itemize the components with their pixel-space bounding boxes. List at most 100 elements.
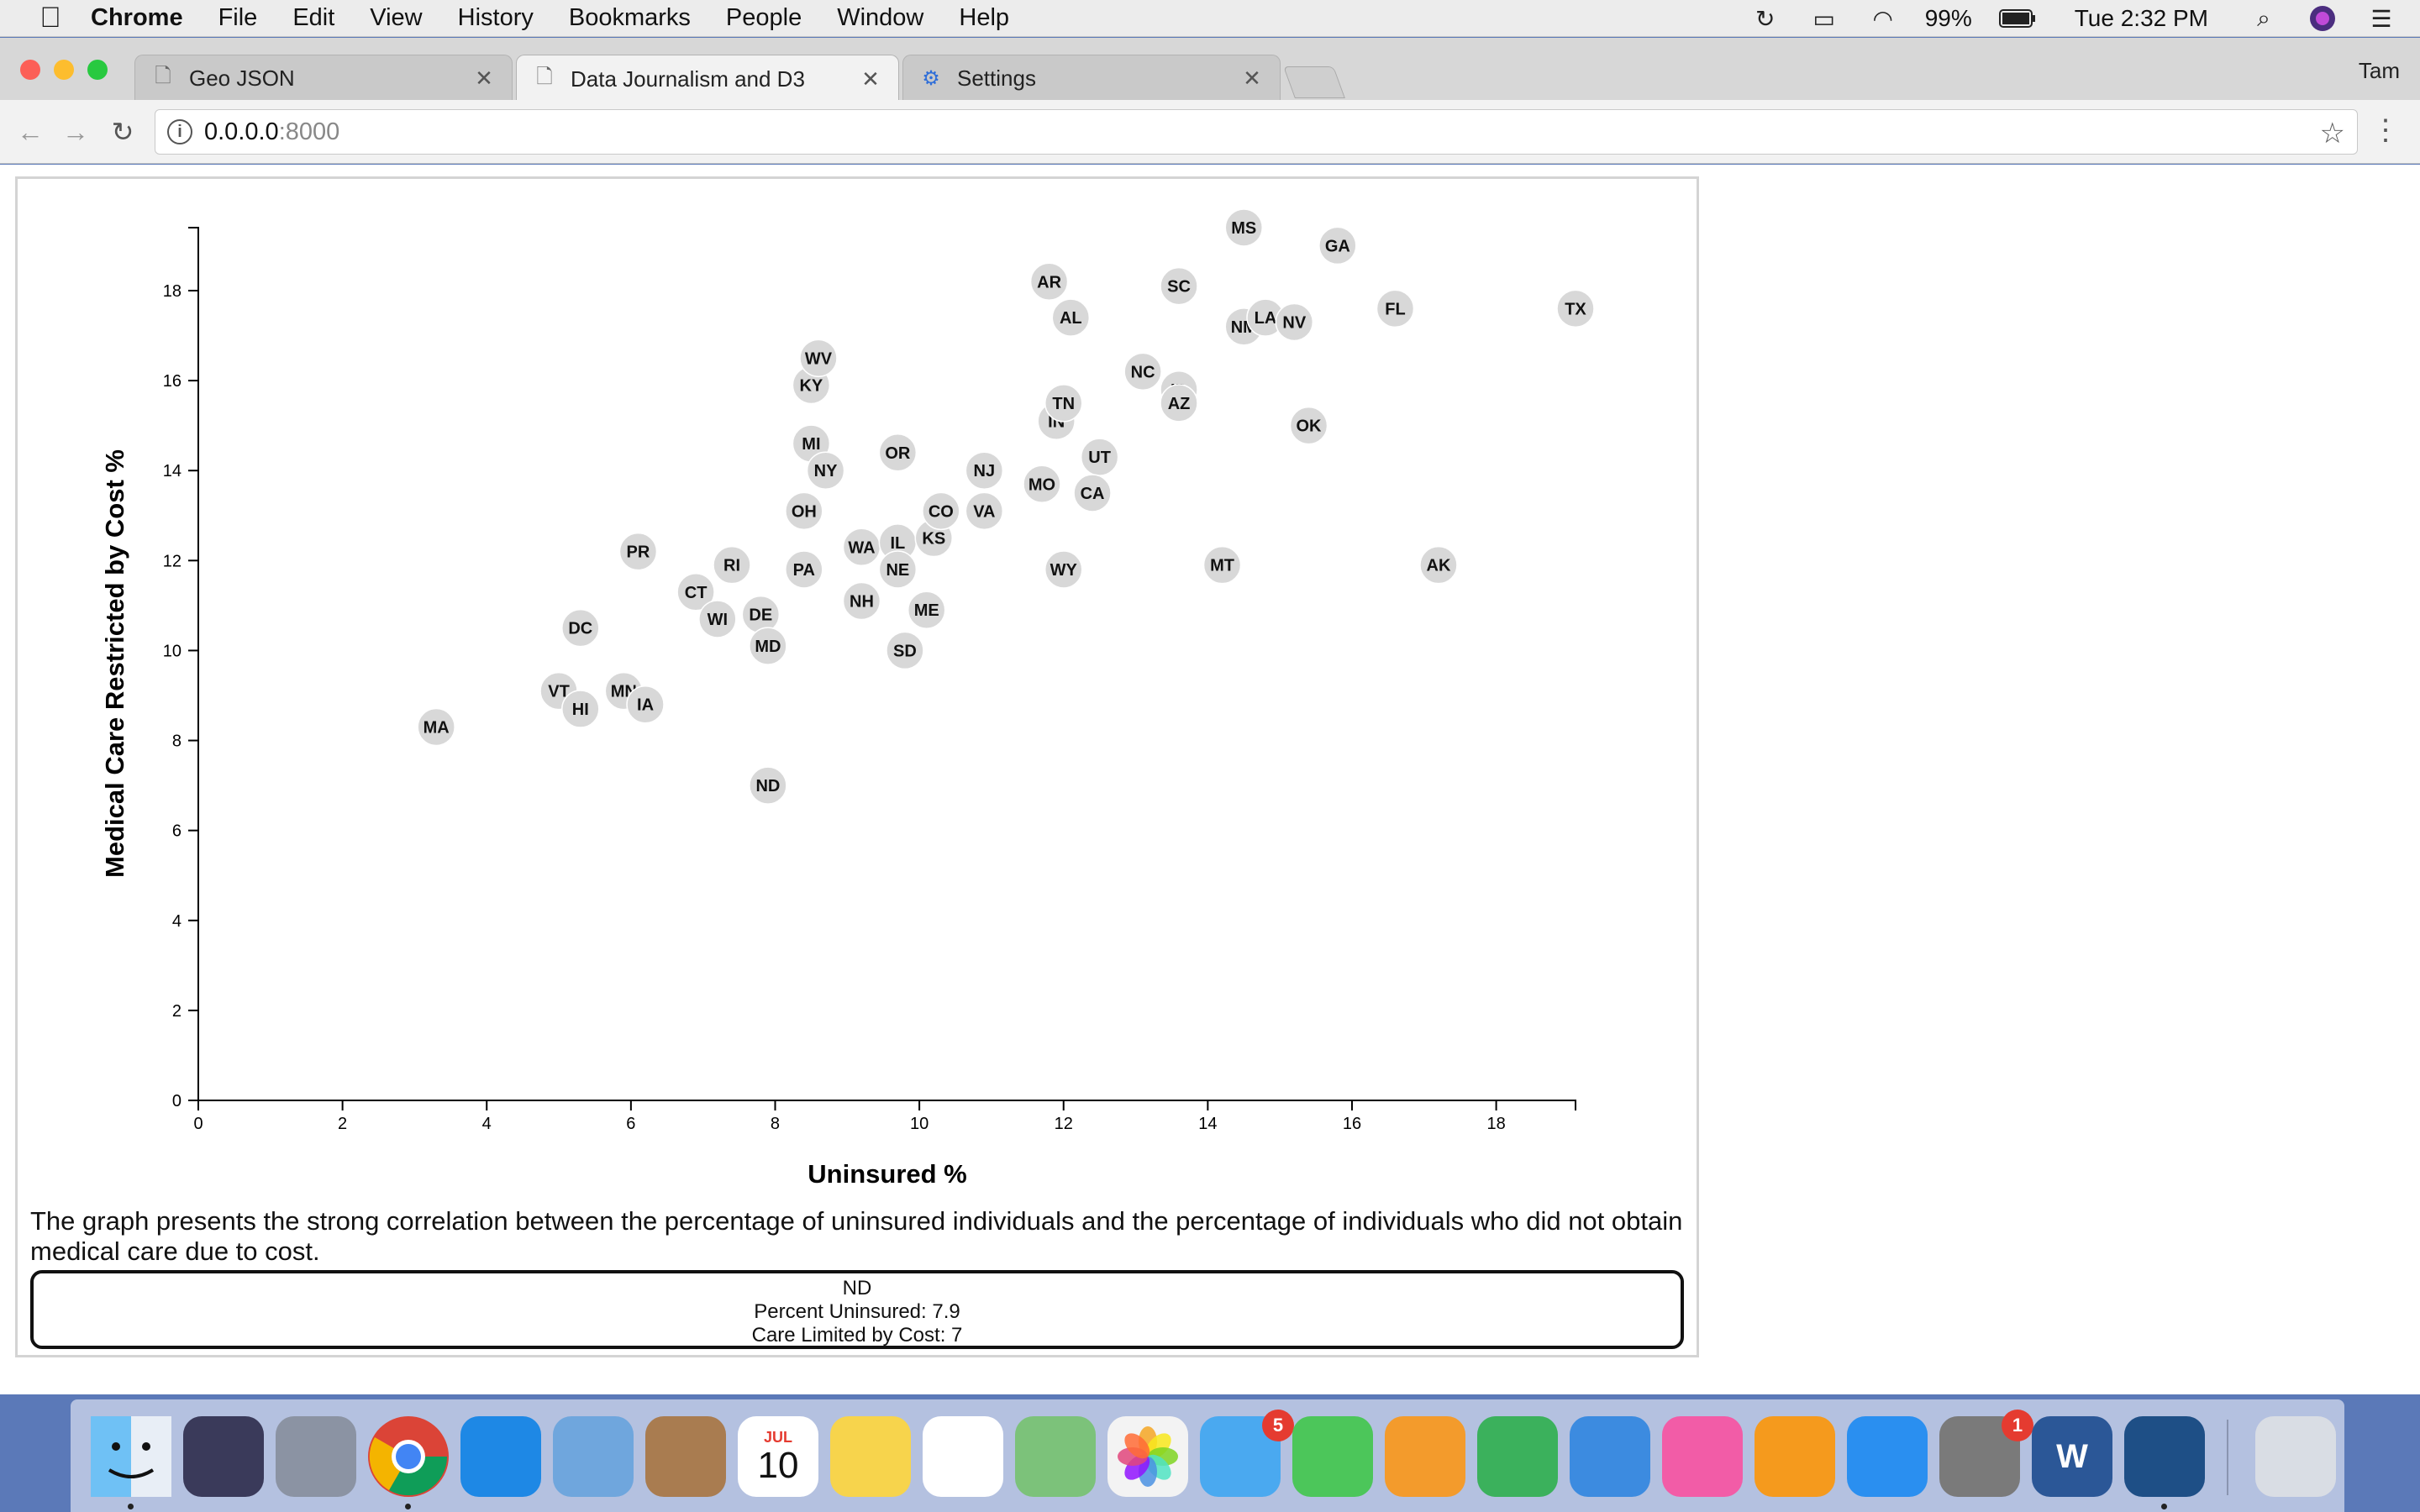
point-label: MO [1028, 475, 1055, 494]
data-point [1160, 266, 1198, 306]
keynote-icon[interactable] [1570, 1416, 1650, 1497]
info-icon[interactable]: i [167, 119, 192, 144]
data-point [922, 491, 960, 531]
data-point [785, 491, 823, 531]
clock[interactable]: Tue 2:32 PM [2074, 5, 2208, 31]
facetime-icon[interactable] [1292, 1416, 1373, 1497]
point-label: ND [755, 777, 780, 795]
battery-icon[interactable] [1997, 3, 2038, 34]
x-tick-label: 0 [193, 1115, 203, 1133]
spotlight-icon[interactable]: ⌕ [2257, 4, 2270, 31]
menu-people[interactable]: People [725, 4, 802, 31]
pages-icon[interactable] [1385, 1416, 1465, 1497]
maps-icon[interactable] [1015, 1416, 1096, 1497]
y-tick-label: 16 [163, 372, 182, 391]
word-icon[interactable]: W [2032, 1416, 2112, 1497]
notification-center-icon[interactable]: ☰ [2370, 5, 2392, 32]
tab-data-journalism[interactable]: 🗋 Data Journalism and D3 ✕ [516, 55, 899, 103]
launchpad-icon[interactable] [276, 1416, 356, 1497]
chart-description: The graph presents the strong correlatio… [30, 1206, 1683, 1266]
menu-bookmarks[interactable]: Bookmarks [568, 4, 691, 31]
scatter-chart: 0 2 4 6 8 10 12 14 16 18 0 2 4 6 8 10 12 14 16 18 Uninsured … [100, 208, 1595, 1189]
y-tick-label: 2 [172, 1002, 182, 1021]
tab-settings[interactable]: ⚙ Settings ✕ [902, 55, 1281, 102]
data-point [886, 631, 924, 670]
url-host: 0.0.0.0 [204, 118, 279, 145]
word-letter: W [2056, 1437, 2088, 1475]
forward-icon[interactable]: → [62, 117, 89, 147]
point-label: VA [973, 502, 995, 521]
point-label: AR [1037, 273, 1061, 291]
menu-file[interactable]: File [218, 4, 258, 31]
data-point [713, 545, 751, 585]
data-point [1419, 545, 1458, 585]
data-point [1275, 302, 1314, 342]
photos-icon[interactable] [1107, 1416, 1188, 1497]
ibooks-icon[interactable] [1754, 1416, 1835, 1497]
numbers-icon[interactable] [1477, 1416, 1558, 1497]
x-tick-label: 14 [1198, 1115, 1217, 1133]
siri-icon[interactable] [183, 1416, 264, 1497]
menu-history[interactable]: History [457, 4, 534, 31]
bookmark-star-icon[interactable]: ☆ [2319, 118, 2345, 150]
menu-help[interactable]: Help [959, 4, 1010, 31]
point-label: MA [424, 718, 450, 737]
safari-icon[interactable] [460, 1416, 541, 1497]
point-label: LA [1255, 309, 1277, 328]
profile-name[interactable]: Tam [2358, 58, 2400, 83]
contacts-icon[interactable] [645, 1416, 726, 1497]
wifi-icon[interactable]: ◠ [1872, 5, 1893, 32]
point-label: DC [568, 620, 592, 638]
notification-badge: 5 [1262, 1410, 1294, 1441]
notes-icon[interactable] [830, 1416, 911, 1497]
back-icon[interactable]: ← [17, 117, 44, 147]
gear-icon: ⚙ [922, 67, 940, 90]
data-point [1160, 384, 1198, 423]
reminders-icon[interactable] [923, 1416, 1003, 1497]
menu-edit[interactable]: Edit [292, 4, 335, 31]
apple-icon[interactable]:  [34, 2, 67, 34]
mail-icon[interactable] [553, 1416, 634, 1497]
zoom-window-button[interactable] [87, 60, 108, 80]
reload-icon[interactable]: ↻ [111, 117, 134, 147]
chrome-icon[interactable] [368, 1416, 449, 1497]
finder-face [91, 1416, 171, 1497]
app-store-icon[interactable] [1847, 1416, 1928, 1497]
close-tab-icon[interactable]: ✕ [475, 66, 493, 91]
address-bar[interactable]: i 0.0.0.0:8000 ☆ [155, 109, 2358, 155]
data-point [842, 581, 881, 621]
data-point [561, 608, 600, 648]
menu-view[interactable]: View [370, 4, 423, 31]
sync-icon[interactable]: ↻ [1754, 5, 1776, 32]
point-label: IL [890, 534, 905, 553]
tab-geo-json[interactable]: 🗋 Geo JSON ✕ [134, 55, 513, 102]
point-label: NC [1131, 363, 1155, 381]
close-tab-icon[interactable]: ✕ [1243, 66, 1261, 91]
minimize-window-button[interactable] [54, 60, 74, 80]
close-tab-icon[interactable]: ✕ [861, 66, 880, 92]
point-label: TX [1565, 300, 1586, 318]
itunes-icon[interactable] [1662, 1416, 1743, 1497]
point-label: MT [1210, 557, 1234, 575]
close-window-button[interactable] [20, 60, 40, 80]
trash-icon[interactable] [2255, 1416, 2336, 1497]
point-label: DE [749, 606, 772, 625]
x-tick-label: 18 [1486, 1115, 1505, 1133]
calendar-icon[interactable]: JUL 10 [738, 1416, 818, 1497]
new-tab-button[interactable] [1283, 66, 1345, 98]
menu-app-name[interactable]: Chrome [91, 4, 183, 31]
data-point [1123, 352, 1162, 391]
point-label: KS [922, 530, 945, 549]
point-label: SC [1167, 278, 1191, 297]
data-point [1318, 226, 1357, 265]
airplay-icon[interactable]: ▭ [1812, 5, 1835, 32]
y-tick-label: 12 [163, 552, 182, 570]
y-tick-label: 14 [163, 462, 182, 480]
point-label: TN [1052, 395, 1075, 413]
chrome-menu-icon[interactable]: ⋮ [2371, 114, 2400, 146]
finder-icon[interactable] [91, 1416, 171, 1497]
x-axis-label: Uninsured % [808, 1159, 966, 1189]
menu-window[interactable]: Window [837, 4, 924, 31]
vscode-icon[interactable] [2124, 1416, 2205, 1497]
siri-menu-icon[interactable] [2306, 3, 2339, 34]
